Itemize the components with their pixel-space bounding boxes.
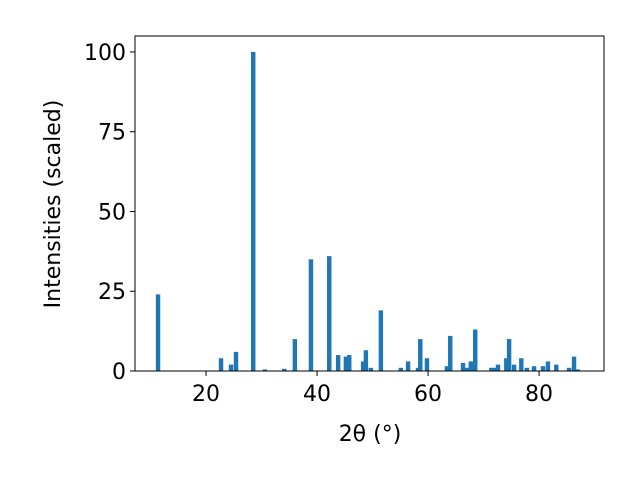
bar — [540, 366, 546, 371]
bar — [491, 367, 497, 371]
bar — [360, 361, 366, 371]
bar — [418, 339, 423, 371]
y-tick-label: 25 — [98, 280, 126, 305]
bar — [566, 367, 572, 371]
bar — [489, 367, 494, 371]
bar — [424, 358, 430, 371]
bar — [464, 367, 470, 371]
x-tick-label: 60 — [414, 382, 442, 407]
bar — [262, 369, 268, 371]
bar — [519, 358, 524, 371]
bar — [531, 366, 537, 371]
bar — [218, 358, 224, 371]
x-tick-label: 80 — [525, 382, 553, 407]
bar — [368, 367, 374, 371]
y-tick-label: 75 — [98, 121, 126, 146]
bar — [233, 351, 239, 371]
bar — [524, 367, 530, 371]
bar — [554, 364, 559, 371]
bar — [398, 367, 404, 371]
y-axis-label: Intensities (scaled) — [41, 100, 66, 309]
bar — [292, 339, 298, 371]
y-tick-label: 100 — [84, 41, 126, 66]
bar — [571, 356, 577, 371]
bar — [282, 368, 287, 371]
bar — [460, 363, 466, 371]
bar — [378, 310, 384, 371]
bar — [405, 361, 411, 371]
x-axis-label: 2θ (°) — [339, 422, 402, 447]
bar — [155, 294, 161, 371]
bar — [343, 356, 349, 371]
bar — [335, 355, 341, 371]
bar — [504, 358, 509, 371]
bar — [575, 369, 581, 371]
x-tick-label: 20 — [192, 382, 220, 407]
bar — [468, 361, 474, 371]
bar — [448, 335, 453, 371]
bar — [327, 256, 332, 371]
bar — [473, 329, 478, 371]
bar — [347, 355, 352, 371]
bar — [228, 364, 234, 371]
bar — [511, 364, 517, 371]
bar — [495, 364, 501, 371]
bar — [363, 350, 369, 371]
bar — [506, 339, 512, 371]
y-tick-label: 0 — [112, 360, 126, 385]
bar — [251, 51, 256, 371]
plot-frame — [134, 35, 605, 372]
bar — [444, 366, 450, 371]
bar — [308, 259, 314, 371]
y-tick-label: 50 — [98, 200, 126, 225]
bar — [545, 361, 551, 371]
x-tick-label: 40 — [303, 382, 331, 407]
